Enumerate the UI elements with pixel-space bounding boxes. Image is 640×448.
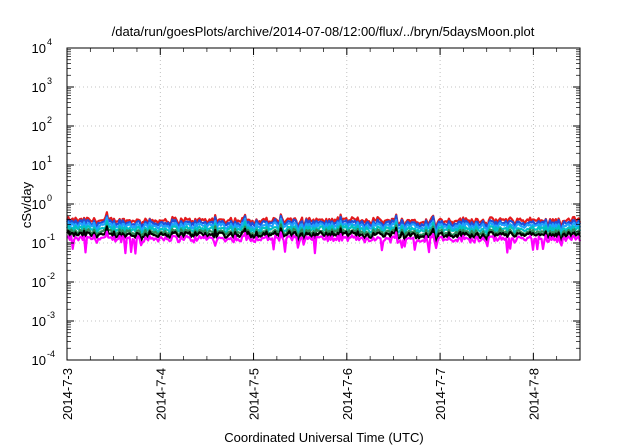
y-tick-base: 10: [32, 353, 46, 368]
y-tick-label: 10 1: [32, 154, 52, 173]
y-tick-exponent: 1: [47, 154, 52, 164]
y-tick-label: 10 3: [32, 76, 52, 95]
y-tick-base: 10: [32, 41, 46, 56]
x-axis-label: Coordinated Universal Time (UTC): [224, 430, 423, 445]
y-tick-base: 10: [32, 119, 46, 134]
y-tick-label: 10 -2: [32, 271, 55, 290]
y-axis-label: cSv/day: [19, 181, 34, 228]
y-tick-exponent: 4: [47, 37, 52, 47]
y-tick-base: 10: [32, 158, 46, 173]
y-tick-label: 10 2: [32, 115, 52, 134]
x-tick-label: 2014-7-5: [247, 368, 262, 420]
y-tick-base: 10: [32, 197, 46, 212]
series-line: [66, 230, 582, 255]
y-tick-base: 10: [32, 275, 46, 290]
y-tick-label: 10 -3: [32, 310, 55, 329]
x-tick-label: 2014-7-6: [340, 368, 355, 420]
grid: [67, 48, 580, 360]
y-tick-label: 10 0: [32, 193, 52, 212]
y-tick-label: 10 4: [32, 37, 52, 56]
x-tick-label: 2014-7-4: [153, 368, 168, 420]
y-tick-exponent: 2: [47, 115, 52, 125]
y-tick-exponent: -1: [47, 232, 55, 242]
y-tick-label: 10 -1: [32, 232, 55, 251]
y-tick-exponent: -3: [47, 310, 55, 320]
series-line: [66, 223, 581, 244]
chart-title: /data/run/goesPlots/archive/2014-07-08/1…: [112, 24, 535, 39]
y-tick-exponent: 3: [47, 76, 52, 86]
y-tick-base: 10: [32, 80, 46, 95]
x-tick-label: 2014-7-8: [526, 368, 541, 420]
y-tick-base: 10: [32, 236, 46, 251]
y-tick-base: 10: [32, 314, 46, 329]
x-tick-label: 2014-7-3: [60, 368, 75, 420]
x-tick-label: 2014-7-7: [433, 368, 448, 420]
y-tick-label: 10 -4: [32, 349, 55, 368]
x-axis: 2014-7-3 2014-7-4 2014-7-5 2014-7-6 2014-7-7…: [60, 48, 558, 420]
series-group: [66, 211, 582, 255]
y-tick-exponent: -4: [47, 349, 55, 359]
y-tick-exponent: 0: [47, 193, 52, 203]
series-line: [66, 216, 582, 236]
y-tick-exponent: -2: [47, 271, 55, 281]
